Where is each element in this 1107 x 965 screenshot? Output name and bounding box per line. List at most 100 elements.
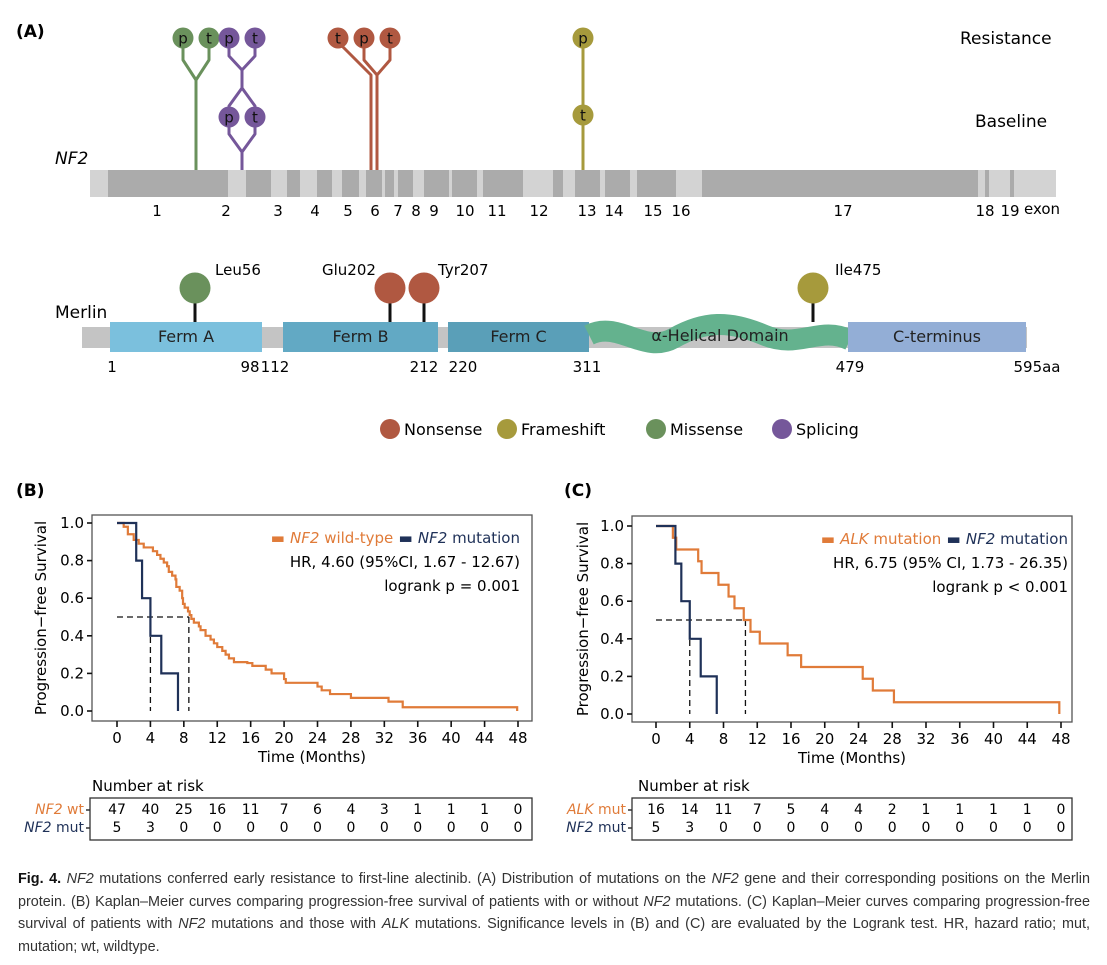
- exon-block: [702, 170, 978, 197]
- gene-mutation-exon-13: pt: [572, 27, 594, 170]
- mutation-sample-dot: [353, 27, 375, 49]
- caption-gene: NF2: [66, 871, 94, 887]
- risk-value: 14: [681, 802, 699, 818]
- legend-label: Nonsense: [404, 420, 482, 439]
- exon-label: 14: [604, 202, 623, 220]
- y-axis-label: Progression−free Survival: [32, 521, 50, 715]
- risk-value: 11: [715, 802, 733, 818]
- x-tick-label: 4: [146, 729, 156, 747]
- risk-value: 16: [647, 802, 665, 818]
- y-tick-label: 0.2: [60, 664, 84, 682]
- risk-value: 47: [108, 802, 126, 818]
- exon-label: 5: [343, 202, 353, 220]
- legend-label: NF2: [418, 529, 447, 547]
- caption-text: mutations. Significance levels in (B) an…: [18, 916, 1090, 955]
- risk-value: 5: [113, 820, 122, 836]
- domain-position-label: 311: [573, 358, 602, 376]
- x-tick-label: 44: [1018, 730, 1037, 748]
- risk-value: 0: [753, 820, 762, 836]
- panel-c: (C)0.00.20.40.60.81.00 4 8 12 16 20 24 28 32 36 40…: [564, 481, 1073, 841]
- protein-mutation-tyr207: Tyr207: [408, 261, 489, 322]
- exon-label: 4: [310, 202, 320, 220]
- legend-label: NF2: [290, 529, 319, 547]
- legend-swatch: [380, 419, 400, 439]
- exon-block: [605, 170, 630, 197]
- gene-name: NF2: [55, 149, 88, 169]
- risk-value: 7: [280, 802, 289, 818]
- caption-text: gene and their corresponding positions o…: [18, 871, 1091, 910]
- x-tick-label: 24: [849, 730, 868, 748]
- domain-position-label: 212: [410, 358, 439, 376]
- row-label-baseline: Baseline: [975, 112, 1047, 132]
- row-label-resistance: Resistance: [960, 29, 1052, 49]
- mutation-sample-dot: [379, 27, 401, 49]
- risk-value: 0: [888, 820, 897, 836]
- sample-type-label: p: [359, 30, 369, 48]
- sample-type-label: p: [224, 109, 234, 127]
- exon-block: [452, 170, 477, 197]
- y-tick-label: 0.0: [60, 702, 84, 720]
- y-tick-label: 0.4: [600, 630, 624, 648]
- risk-value: 7: [753, 802, 762, 818]
- panel-label: (C): [564, 481, 592, 501]
- caption-gene: NF2: [711, 871, 739, 887]
- risk-value: 0: [380, 820, 389, 836]
- risk-table-title: Number at risk: [92, 777, 204, 795]
- risk-value: 0: [413, 820, 422, 836]
- x-tick-label: 48: [1051, 730, 1070, 748]
- caption-text: mutations and those with: [205, 916, 382, 932]
- risk-row-label: NF2 mut: [566, 820, 626, 836]
- domain-position-label: 479: [836, 358, 865, 376]
- x-tick-label: 36: [950, 730, 969, 748]
- sample-type-label: t: [387, 30, 393, 48]
- domain-block: [110, 322, 262, 352]
- legend-label: Missense: [670, 420, 743, 439]
- risk-value: 1: [1023, 802, 1032, 818]
- exon-label: 1: [152, 202, 162, 220]
- chart-legend: ▬ ALK mutation ▬ NF2 mutation: [821, 530, 1068, 548]
- exon-bar: [90, 170, 1056, 197]
- exon-label: 8: [411, 202, 421, 220]
- mutation-sample-dot: [198, 27, 220, 49]
- exon-block: [424, 170, 449, 197]
- mutation-stem: [362, 42, 379, 170]
- x-tick-label: 16: [241, 729, 260, 747]
- exon-axis-label: exon: [1024, 200, 1060, 218]
- stat-annotation: HR, 4.60 (95%CI, 1.67 - 12.67): [290, 553, 520, 571]
- risk-value: 0: [854, 820, 863, 836]
- domain-block: [448, 322, 589, 352]
- legend-label: wild-type: [319, 529, 393, 547]
- y-tick-label: 0.2: [600, 667, 624, 685]
- domain-label: Ferm C: [490, 327, 546, 346]
- x-tick-label: 28: [883, 730, 902, 748]
- sample-type-label: t: [580, 107, 586, 125]
- mutation-sample-dot: [172, 27, 194, 49]
- risk-value: 0: [447, 820, 456, 836]
- mutation-label: Glu202: [322, 261, 376, 279]
- risk-value: 1: [922, 802, 931, 818]
- x-tick-label: 12: [208, 729, 227, 747]
- exon-label: 12: [529, 202, 548, 220]
- x-axis-label: Time (Months): [257, 748, 366, 766]
- risk-value: 0: [514, 802, 523, 818]
- domain-position-label: 595aa: [1013, 358, 1060, 376]
- legend-label: ALK: [839, 530, 870, 548]
- legend-label: Frameshift: [521, 420, 605, 439]
- risk-value: 3: [685, 820, 694, 836]
- risk-value: 0: [820, 820, 829, 836]
- stat-annotation: logrank p < 0.001: [932, 578, 1068, 596]
- domain-position-label: 112: [261, 358, 290, 376]
- protein-mutation-leu56: Leu56: [179, 261, 261, 322]
- risk-value: 0: [480, 820, 489, 836]
- exon-block: [317, 170, 332, 197]
- y-tick-label: 0.6: [60, 589, 84, 607]
- exon-block: [398, 170, 413, 197]
- caption-gene: NF2: [178, 916, 206, 932]
- x-tick-label: 4: [685, 730, 695, 748]
- domain-block: [283, 322, 438, 352]
- y-tick-label: 1.0: [600, 517, 624, 535]
- mutation-sample-dot: [218, 27, 240, 49]
- risk-row-label: NF2 mut: [24, 820, 84, 836]
- x-tick-label: 48: [508, 729, 527, 747]
